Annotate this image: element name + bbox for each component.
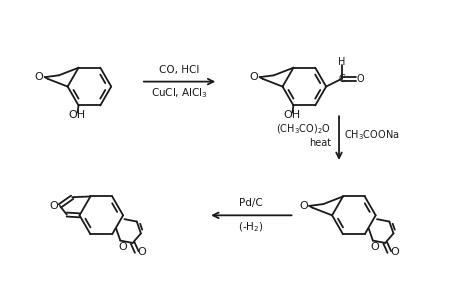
Text: CO, HCl: CO, HCl bbox=[159, 65, 200, 75]
Text: O: O bbox=[137, 247, 146, 257]
Text: O: O bbox=[50, 201, 58, 211]
Text: Pd/C: Pd/C bbox=[239, 198, 263, 208]
Text: OH: OH bbox=[283, 110, 300, 120]
Text: O: O bbox=[299, 201, 308, 211]
Text: H: H bbox=[338, 57, 346, 67]
Text: O: O bbox=[118, 242, 127, 251]
Text: O: O bbox=[249, 72, 258, 82]
Text: O: O bbox=[35, 72, 43, 82]
Text: O: O bbox=[390, 247, 399, 257]
Text: O: O bbox=[357, 74, 365, 84]
Text: CH$_3$COONa: CH$_3$COONa bbox=[344, 128, 400, 142]
Text: O: O bbox=[371, 242, 379, 251]
Text: (CH$_3$CO)$_2$O
heat: (CH$_3$CO)$_2$O heat bbox=[276, 123, 331, 148]
Text: (-H$_2$): (-H$_2$) bbox=[238, 220, 264, 234]
Text: CuCl, AlCl$_3$: CuCl, AlCl$_3$ bbox=[151, 87, 208, 100]
Text: OH: OH bbox=[68, 110, 85, 120]
Text: C: C bbox=[338, 74, 346, 84]
